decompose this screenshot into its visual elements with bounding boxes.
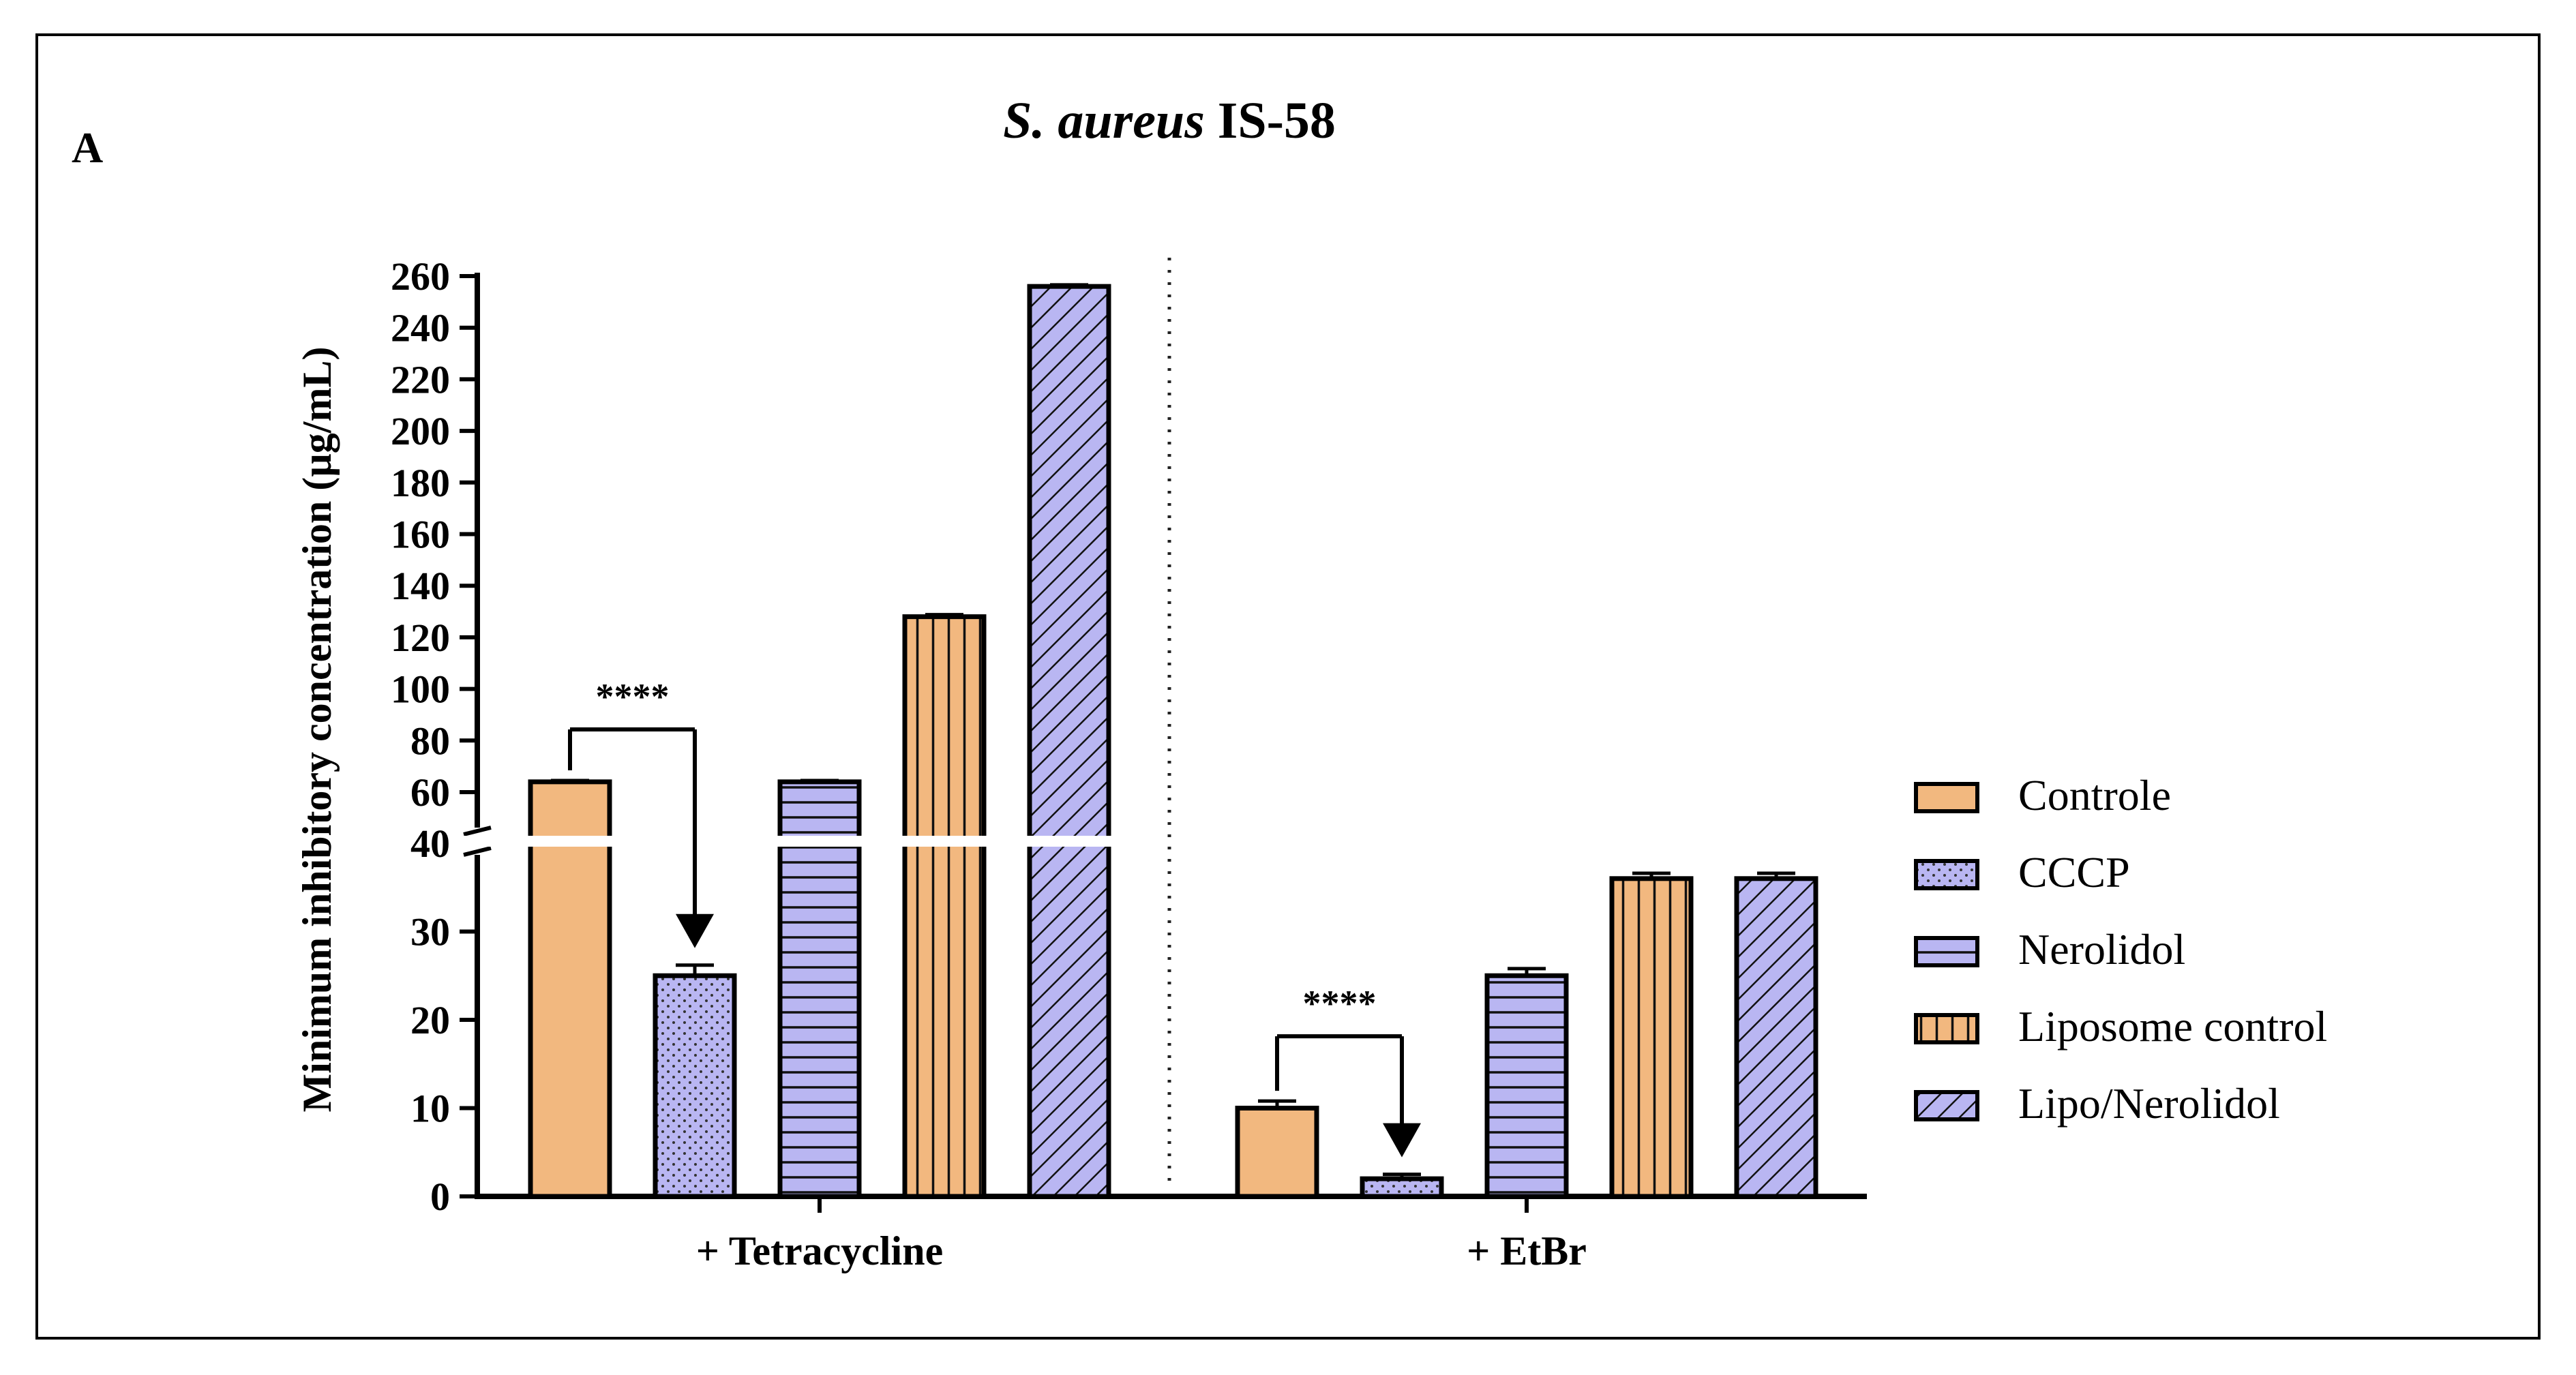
bar — [1484, 973, 1569, 1199]
y-axis-break-mark — [463, 826, 492, 836]
chart-title-italic: S. aureus — [1003, 92, 1205, 149]
y-tick-label: 120 — [391, 616, 450, 660]
y-tick-label: 30 — [410, 910, 450, 954]
legend-swatch — [1914, 859, 1979, 890]
bar — [1235, 1106, 1319, 1199]
chart-title: S. aureus IS-58 — [1003, 92, 1336, 149]
legend-swatch — [1914, 1013, 1979, 1044]
y-tick-label: 0 — [430, 1175, 450, 1219]
legend-label: Nerolidol — [2018, 925, 2185, 973]
significance-label: **** — [1303, 983, 1377, 1024]
arrow-head — [676, 913, 714, 948]
y-axis-label: Minimum inhibitory concentration (µg/mL) — [295, 347, 340, 1113]
y-tick-label: 240 — [391, 306, 450, 350]
bar — [1609, 876, 1694, 1199]
y-tick-label: 200 — [391, 409, 450, 453]
legend-swatch — [1914, 782, 1979, 813]
chart-title-plain: IS-58 — [1205, 92, 1336, 149]
panel-letter: A — [72, 123, 103, 172]
figure-frame — [35, 33, 2541, 1340]
y-tick-label: 20 — [410, 998, 450, 1042]
y-tick-label: 160 — [391, 513, 450, 557]
legend-swatch — [1914, 1090, 1979, 1121]
bar — [777, 779, 862, 1199]
bar — [653, 973, 737, 1199]
y-tick-label: 100 — [391, 667, 450, 712]
y-tick-label: 40 — [410, 821, 450, 866]
significance-label: **** — [596, 676, 670, 717]
y-tick-label: 60 — [410, 770, 450, 815]
bar — [1027, 284, 1111, 1199]
y-tick-label: 180 — [391, 461, 450, 505]
x-category-label: + EtBr — [1467, 1228, 1587, 1273]
x-category-label: + Tetracycline — [696, 1228, 943, 1273]
arrow-head — [1383, 1123, 1421, 1158]
axis-break-gap — [457, 836, 1139, 847]
legend-label: Liposome control — [2018, 1002, 2327, 1051]
y-tick-label: 140 — [391, 564, 450, 608]
y-tick-label: 260 — [391, 254, 450, 299]
legend-label: CCCP — [2018, 848, 2130, 896]
y-tick-label: 220 — [391, 357, 450, 402]
y-axis-break-mark — [463, 846, 492, 857]
bar — [1360, 1176, 1444, 1199]
y-tick-label: 10 — [410, 1087, 450, 1131]
legend-label: Lipo/Nerolidol — [2018, 1079, 2280, 1128]
legend-label: Controle — [2018, 771, 2171, 819]
bar — [902, 614, 987, 1199]
y-tick-label: 80 — [410, 719, 450, 763]
legend-swatch — [1914, 936, 1979, 967]
bar — [1734, 876, 1818, 1199]
